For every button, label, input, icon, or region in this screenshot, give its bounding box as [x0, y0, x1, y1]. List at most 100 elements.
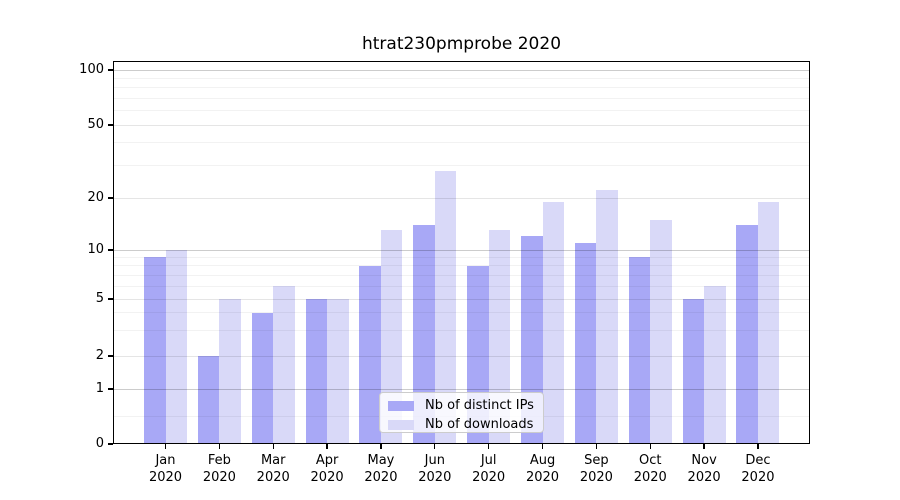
- legend: Nb of distinct IPs Nb of downloads: [379, 392, 544, 433]
- x-tick-label: Jun 2020: [407, 452, 463, 486]
- bar-distinct-ips-mar: [251, 312, 274, 444]
- gridline-minor: [113, 110, 810, 112]
- bar-distinct-ips-nov: [682, 299, 705, 444]
- bar-distinct-ips-may: [359, 265, 381, 444]
- gridline-major: [113, 249, 810, 251]
- bar-downloads-apr: [327, 299, 349, 444]
- y-tick-label: 100: [79, 62, 104, 77]
- x-tick-mark: [218, 444, 221, 449]
- legend-swatch-distinct-ips: [388, 400, 414, 411]
- y-tick-mark: [108, 443, 113, 445]
- legend-swatch-downloads: [388, 419, 414, 430]
- bar-distinct-ips-oct: [628, 257, 651, 444]
- y-tick-mark: [108, 388, 113, 390]
- x-tick-mark: [326, 444, 328, 449]
- bar-distinct-ips-dec: [736, 224, 758, 444]
- gridline-minor: [113, 77, 810, 79]
- gridline-mid: [113, 124, 810, 126]
- x-tick-mark: [487, 444, 490, 449]
- x-tick-mark: [595, 444, 598, 449]
- y-tick-mark: [108, 124, 113, 126]
- x-tick-mark: [272, 444, 274, 449]
- gridline-minor: [113, 265, 810, 267]
- legend-entry-downloads: Nb of downloads: [388, 417, 543, 432]
- gridline-minor: [113, 165, 810, 167]
- y-tick-mark: [108, 249, 113, 251]
- gridline-minor: [113, 256, 810, 258]
- gridline-minor: [113, 274, 810, 276]
- x-tick-year: 2020: [525, 470, 560, 485]
- bar-distinct-ips-sep: [574, 242, 597, 444]
- gridline-major: [113, 69, 810, 71]
- bar-distinct-ips-feb: [197, 356, 220, 444]
- plot-area: Nb of distinct IPs Nb of downloads: [113, 61, 810, 444]
- x-tick-label: Aug 2020: [515, 452, 571, 486]
- bar-distinct-ips-apr: [305, 299, 328, 444]
- bar-distinct-ips-jan: [144, 257, 166, 444]
- bar-downloads-oct: [650, 219, 672, 444]
- bar-downloads-jan: [165, 250, 187, 444]
- y-tick-label: 50: [87, 117, 104, 132]
- x-tick-month: Jul: [480, 453, 497, 468]
- y-tick-label: 0: [95, 436, 104, 451]
- gridline-minor: [113, 142, 810, 144]
- x-tick-month: Nov: [691, 453, 717, 468]
- y-tick-label: 2: [95, 348, 104, 363]
- x-tick-year: 2020: [633, 470, 667, 485]
- x-tick-label: Sep 2020: [568, 452, 624, 486]
- gridline-minor: [113, 97, 810, 99]
- y-tick-mark: [108, 355, 113, 357]
- x-tick-label: Feb 2020: [191, 452, 247, 486]
- legend-entry-distinct-ips: Nb of distinct IPs: [388, 398, 543, 413]
- bar-downloads-jul: [488, 230, 511, 444]
- x-tick-month: Jan: [155, 453, 176, 468]
- x-tick-year: 2020: [472, 470, 506, 485]
- x-tick-mark: [757, 444, 759, 449]
- x-tick-label: Oct 2020: [622, 452, 678, 486]
- x-tick-month: Jun: [424, 453, 445, 468]
- x-tick-mark: [164, 444, 167, 449]
- x-tick-year: 2020: [687, 470, 721, 485]
- x-tick-label: Dec 2020: [730, 452, 786, 486]
- x-tick-month: Apr: [315, 453, 339, 468]
- bar-downloads-jun: [434, 171, 457, 444]
- bar-downloads-nov: [704, 286, 726, 444]
- x-tick-label: Jul 2020: [461, 452, 517, 486]
- x-tick-label: Nov 2020: [676, 452, 732, 486]
- x-tick-month: Feb: [207, 453, 231, 468]
- x-tick-year: 2020: [148, 470, 183, 485]
- x-tick-month: May: [367, 453, 395, 468]
- x-tick-label: Jan 2020: [138, 452, 194, 486]
- gridline-mid: [113, 197, 810, 199]
- y-tick-mark: [108, 197, 113, 199]
- chart-title: htrat230pmprobe 2020: [361, 34, 562, 54]
- x-tick-mark: [649, 444, 651, 449]
- x-tick-year: 2020: [256, 470, 290, 485]
- y-tick-mark: [108, 298, 113, 300]
- y-tick-label: 5: [95, 291, 104, 306]
- bar-downloads-feb: [219, 299, 241, 444]
- x-tick-year: 2020: [364, 470, 398, 485]
- bar-downloads-may: [380, 230, 403, 444]
- y-tick-label: 20: [87, 190, 104, 205]
- y-tick-label: 10: [87, 242, 104, 257]
- x-tick-year: 2020: [741, 470, 775, 485]
- x-tick-month: Oct: [638, 453, 662, 468]
- gridline-minor: [113, 87, 810, 89]
- x-tick-year: 2020: [202, 470, 236, 485]
- x-tick-year: 2020: [579, 470, 613, 485]
- bar-downloads-sep: [596, 190, 618, 444]
- x-tick-mark: [703, 444, 705, 449]
- bar-downloads-aug: [542, 201, 565, 444]
- x-tick-month: Dec: [745, 453, 771, 468]
- x-tick-year: 2020: [418, 470, 452, 485]
- x-tick-mark: [434, 444, 436, 449]
- x-tick-year: 2020: [310, 470, 344, 485]
- x-tick-month: Sep: [584, 453, 609, 468]
- x-tick-label: May 2020: [353, 452, 409, 486]
- x-tick-label: Apr 2020: [299, 452, 355, 486]
- legend-label-downloads: Nb of downloads: [425, 417, 534, 432]
- y-tick-mark: [108, 69, 113, 71]
- x-tick-mark: [541, 444, 544, 449]
